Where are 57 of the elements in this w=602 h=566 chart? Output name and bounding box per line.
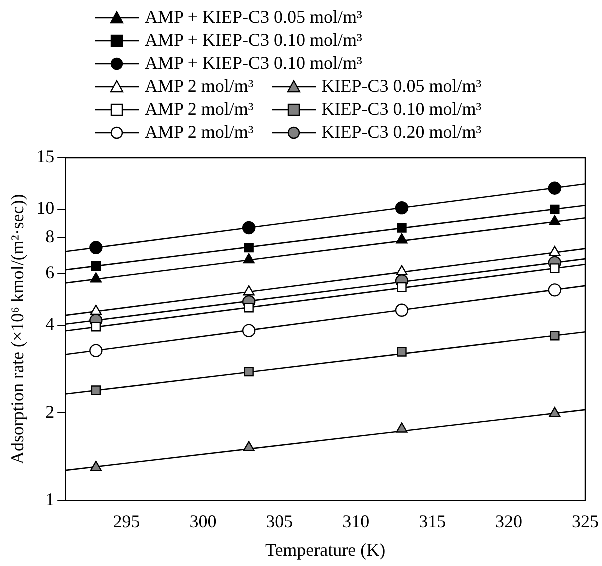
point <box>244 366 254 377</box>
x-tick-label: 310 <box>342 511 370 532</box>
point <box>243 286 255 296</box>
legend-label: KIEP-C3 0.05 mol/m³ <box>322 76 482 97</box>
point <box>90 344 103 358</box>
point <box>397 347 407 357</box>
point <box>91 261 102 272</box>
point <box>244 303 254 313</box>
y-tick-label: 15 <box>36 146 55 167</box>
x-tick-label: 295 <box>113 511 140 532</box>
y-tick-label: 4 <box>46 314 55 334</box>
x-tick-label: 305 <box>266 511 294 532</box>
y-tick-label: 6 <box>46 262 55 283</box>
point <box>396 265 408 276</box>
point <box>91 322 102 332</box>
x-tick-label: 315 <box>419 511 446 532</box>
legend-label: KIEP-C3 0.10 mol/m³ <box>322 99 482 120</box>
point <box>548 182 562 195</box>
point <box>397 282 407 292</box>
point <box>242 221 256 235</box>
point <box>550 331 560 341</box>
x-tick-label: 300 <box>190 511 217 532</box>
point <box>548 284 562 297</box>
legend-label: AMP 2 mol/m³ <box>145 76 254 97</box>
point <box>242 324 256 338</box>
y-tick-label: 1 <box>46 490 55 510</box>
y-tick-label: 2 <box>46 402 55 422</box>
point <box>91 386 102 396</box>
legend-label: KIEP-C3 0.20 mol/m³ <box>322 122 482 143</box>
point <box>90 304 102 316</box>
point <box>397 223 407 233</box>
point <box>90 460 102 472</box>
legend-label: AMP + KIEP-C3 0.10 mol/m³ <box>145 30 362 51</box>
x-tick-label: 325 <box>572 511 599 532</box>
point <box>90 241 103 254</box>
y-tick-label: 10 <box>36 198 55 218</box>
y-tick-label: 8 <box>46 226 55 246</box>
point <box>550 264 560 274</box>
legend-label: AMP 2 mol/m³ <box>145 122 254 143</box>
point <box>549 215 561 226</box>
point <box>396 234 408 244</box>
point <box>243 253 255 264</box>
point <box>90 272 102 283</box>
point <box>550 204 560 215</box>
point <box>549 407 561 418</box>
point <box>244 242 254 253</box>
point <box>549 246 561 256</box>
point <box>395 304 409 318</box>
legend-label: AMP 2 mol/m³ <box>145 99 254 120</box>
y-axis-title: Adsorption rate (×10⁶ kmol/(m²·sec)) <box>8 194 28 465</box>
x-tick-label: 320 <box>496 511 523 532</box>
x-axis-title: Temperature (K) <box>265 540 386 560</box>
legend-label: AMP + KIEP-C3 0.10 mol/m³ <box>145 53 362 74</box>
point <box>395 201 409 215</box>
legend-label: AMP + KIEP-C3 0.05 mol/m³ <box>145 7 362 28</box>
point <box>396 422 408 433</box>
point <box>243 441 255 452</box>
